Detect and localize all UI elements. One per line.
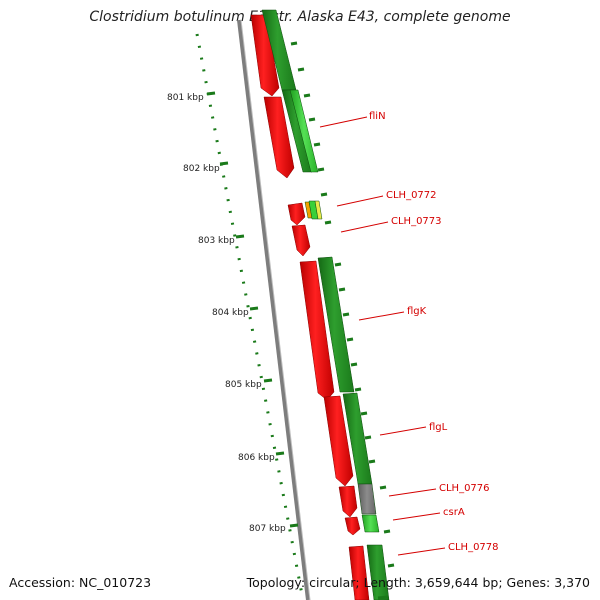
topology-text: Topology: circular; Length: 3,659,644 bp… [246,575,590,590]
leader-CLH_0776 [388,488,437,497]
tick-label-802: 802 kbp [183,164,220,174]
tick-label-803: 803 kbp [198,236,235,246]
gene-reverse-3c-CLH_0772[interactable] [314,200,323,220]
leader-CLH_0773 [340,221,389,233]
leader-csrA [392,512,441,521]
scale-ticks [206,91,299,528]
feature-other-CLH_0776[interactable] [357,483,377,515]
gene-label-csrA[interactable]: csrA [443,507,465,518]
outer-dashes [290,41,395,600]
gene-reverse-4-flgK[interactable] [317,256,355,393]
gene-label-CLH_0773[interactable]: CLH_0773 [391,216,442,227]
tick-mark-806 [275,451,285,456]
tick-mark-807 [289,523,299,528]
tick-mark-804 [249,306,259,311]
gene-label-CLH_0776[interactable]: CLH_0776 [439,483,490,494]
gene-labels: fliN CLH_0772 CLH_0773 flgK flgL CLH_077… [369,111,499,553]
leader-flgK [358,311,405,321]
gene-label-CLH_0772[interactable]: CLH_0772 [386,190,437,201]
forward-strand-genes [250,14,370,600]
gene-forward-5-flgK[interactable] [299,260,335,401]
tick-label-804: 804 kbp [212,308,249,318]
tick-mark-802 [219,161,229,166]
accession-text: Accession: NC_010723 [9,575,152,590]
gene-label-fliN[interactable]: fliN [369,111,386,122]
genome-backbone [237,19,310,600]
tick-label-806: 806 kbp [238,453,275,463]
tick-label-805: 805 kbp [225,380,262,390]
gene-forward-2[interactable] [263,96,295,179]
gene-forward-8-csrA[interactable] [344,516,361,536]
tick-mark-801 [206,91,216,96]
gene-reverse-6-csrA[interactable] [361,514,380,533]
gene-label-CLH_0778[interactable]: CLH_0778 [448,542,499,553]
map-title: Clostridium botulinum E3 str. Alaska E43… [89,9,511,25]
label-leaders [319,116,446,556]
gene-forward-7-CLH_0776[interactable] [338,485,358,518]
gene-label-flgL[interactable]: flgL [429,422,448,433]
tick-label-807: 807 kbp [249,524,286,534]
gene-forward-9[interactable] [348,545,370,600]
leader-CLH_0778 [397,547,446,556]
gene-forward-3[interactable] [287,202,306,226]
gene-label-flgK[interactable]: flgK [407,306,427,317]
leader-CLH_0772 [336,195,384,207]
genome-backbone-highlight [240,19,311,600]
leader-flgL [379,426,427,436]
leader-fliN [319,116,368,128]
gene-reverse-7-CLH_0778[interactable] [366,544,390,600]
gene-forward-4[interactable] [291,224,311,257]
tick-label-801: 801 kbp [167,93,204,103]
gene-forward-6-flgL[interactable] [323,395,354,487]
tick-mark-803 [235,234,245,239]
reverse-strand-genes [261,9,390,600]
gene-reverse-2b-fliN-light[interactable] [289,89,319,173]
tick-labels: 801 kbp 802 kbp 803 kbp 804 kbp 805 kbp … [167,93,286,534]
tick-mark-805 [263,378,273,383]
